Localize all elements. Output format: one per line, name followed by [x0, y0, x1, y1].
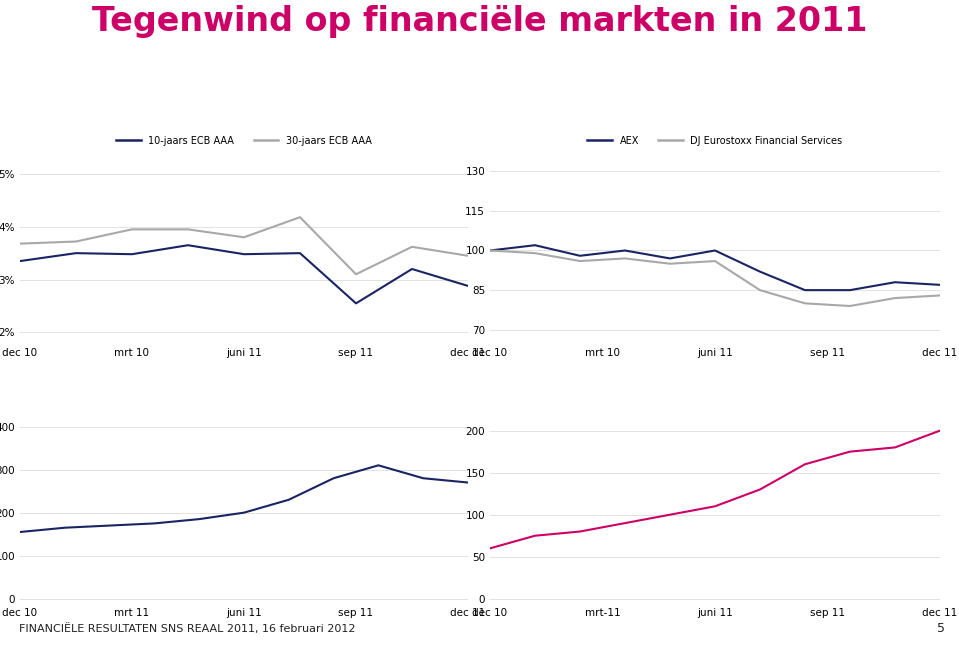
Legend: AEX, DJ Eurostoxx Financial Services: AEX, DJ Eurostoxx Financial Services [584, 132, 847, 149]
Text: Credit Spread IBoxx All Government Eurozone (bp): Credit Spread IBoxx All Government Euroz… [537, 362, 894, 375]
Text: 10-jaars en 30-jaars ECB-AAA rente: 10-jaars en 30-jaars ECB-AAA rente [120, 102, 368, 115]
Text: 5: 5 [937, 622, 945, 635]
Text: AEX en DJ Eurostoxx Financial Services Index: AEX en DJ Eurostoxx Financial Services I… [556, 102, 874, 115]
Text: Credit Spread IBoxx Corporate A (bp): Credit Spread IBoxx Corporate A (bp) [113, 362, 375, 375]
Text: Tegenwind op financiële markten in 2011: Tegenwind op financiële markten in 2011 [92, 5, 867, 38]
Text: FINANCIËLE RESULTATEN SNS REAAL 2011, 16 februari 2012: FINANCIËLE RESULTATEN SNS REAAL 2011, 16… [19, 624, 356, 635]
Legend: 10-jaars ECB AAA, 30-jaars ECB AAA: 10-jaars ECB AAA, 30-jaars ECB AAA [112, 132, 376, 149]
